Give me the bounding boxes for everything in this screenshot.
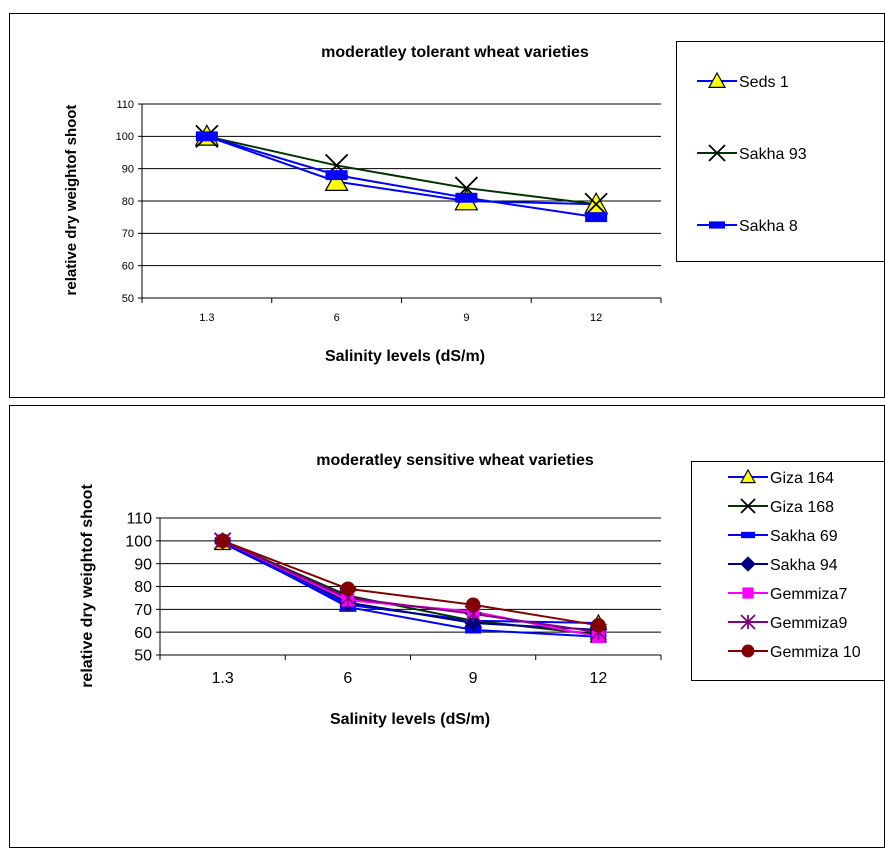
series-line-seds-1 — [206, 135, 597, 206]
series-line-gemmiza-10 — [222, 539, 599, 627]
legend-marker — [739, 468, 757, 484]
data-point-gemmiza-10 — [591, 618, 606, 633]
x-tick-label: 6 — [334, 312, 340, 324]
legend-label: Sakha 69 — [770, 528, 838, 545]
legend-marker — [707, 71, 727, 89]
legend-label: Gemmiza7 — [770, 586, 847, 603]
chart-1-plot-area: 50 60 70 80 90 100 110 1.3 6 9 12 — [116, 99, 662, 324]
legend-marker — [741, 531, 755, 539]
chart-2-legend-items: Giza 164 Giza 168 Sakha 69 Sakha 94 Gemmiza7… — [728, 468, 861, 661]
legend-label: Sakha 93 — [739, 146, 807, 163]
y-tick-label: 90 — [122, 164, 134, 176]
y-tick-label: 70 — [122, 228, 134, 240]
y-tick-label: 70 — [134, 602, 152, 619]
legend-label: Giza 168 — [770, 499, 834, 516]
legend-marker — [742, 587, 754, 599]
y-tick-label: 60 — [122, 261, 134, 273]
y-tick-label: 110 — [126, 511, 152, 528]
series-line-sakha-8 — [206, 135, 597, 219]
data-point-sakha-8 — [195, 131, 218, 142]
chart-1-legend-items: Seds 1 Sakha 93 Sakha 8 — [697, 71, 807, 235]
legend-label: Giza 164 — [770, 470, 834, 487]
y-tick-label: 90 — [134, 556, 152, 573]
y-tick-label: 80 — [134, 579, 152, 596]
chart-1-xlabel: Salinity levels (dS/m) — [325, 348, 485, 365]
legend-label: Seds 1 — [739, 74, 789, 91]
chart-2-legend — [691, 461, 885, 681]
y-tick-label: 50 — [134, 648, 152, 665]
series-line-sakha-94 — [222, 539, 599, 631]
x-tick-label: 9 — [463, 312, 469, 324]
data-point-sakha-8 — [325, 170, 348, 181]
x-tick-label: 9 — [469, 670, 478, 687]
series-line-sakha-69 — [222, 539, 599, 638]
legend-label: Gemmiza 10 — [770, 644, 861, 661]
y-tick-label: 110 — [116, 99, 134, 111]
legend-marker — [708, 144, 726, 162]
legend-label: Sakha 94 — [770, 557, 838, 574]
y-tick-label: 60 — [134, 625, 152, 642]
data-point-sakha-93 — [584, 192, 608, 216]
data-point-gemmiza-10 — [340, 581, 356, 597]
y-tick-label: 100 — [125, 533, 152, 550]
legend-marker — [741, 644, 755, 658]
x-tick-label: 12 — [589, 670, 607, 687]
series-line-gemmiza9 — [222, 539, 599, 634]
legend-label: Gemmiza9 — [770, 615, 847, 632]
x-tick-label: 1.3 — [212, 670, 234, 687]
chart-2-xlabel: Salinity levels (dS/m) — [330, 711, 490, 728]
chart-2-title: moderatley sensitive wheat varieties — [316, 452, 594, 469]
data-point-gemmiza-10 — [215, 533, 230, 549]
y-tick-label: 50 — [122, 293, 134, 305]
legend-marker — [740, 556, 756, 572]
x-tick-label: 12 — [590, 312, 602, 324]
chart-2-plot-area: 50 60 70 80 90 100 110 1.3 6 9 12 — [125, 511, 662, 687]
chart-1-ylabel: relative dry weightof shoot — [63, 105, 80, 296]
series-line-sakha-93 — [206, 135, 597, 206]
y-tick-label: 100 — [116, 131, 134, 143]
y-tick-label: 80 — [122, 196, 134, 208]
legend-marker — [740, 498, 756, 514]
data-point-sakha-8 — [455, 192, 478, 203]
legend-marker — [709, 221, 725, 229]
x-tick-label: 1.3 — [199, 312, 214, 324]
series-line-giza-168 — [222, 539, 599, 636]
data-point-gemmiza-10 — [465, 597, 481, 613]
legend-marker — [740, 614, 756, 630]
data-point-seds-1 — [324, 169, 349, 191]
x-tick-label: 6 — [343, 670, 352, 687]
legend-label: Sakha 8 — [739, 218, 798, 235]
chart-1-title: moderatley tolerant wheat varieties — [321, 44, 589, 61]
data-point-sakha-8 — [585, 212, 608, 223]
chart-2-ylabel: relative dry weightof shoot — [79, 484, 96, 688]
